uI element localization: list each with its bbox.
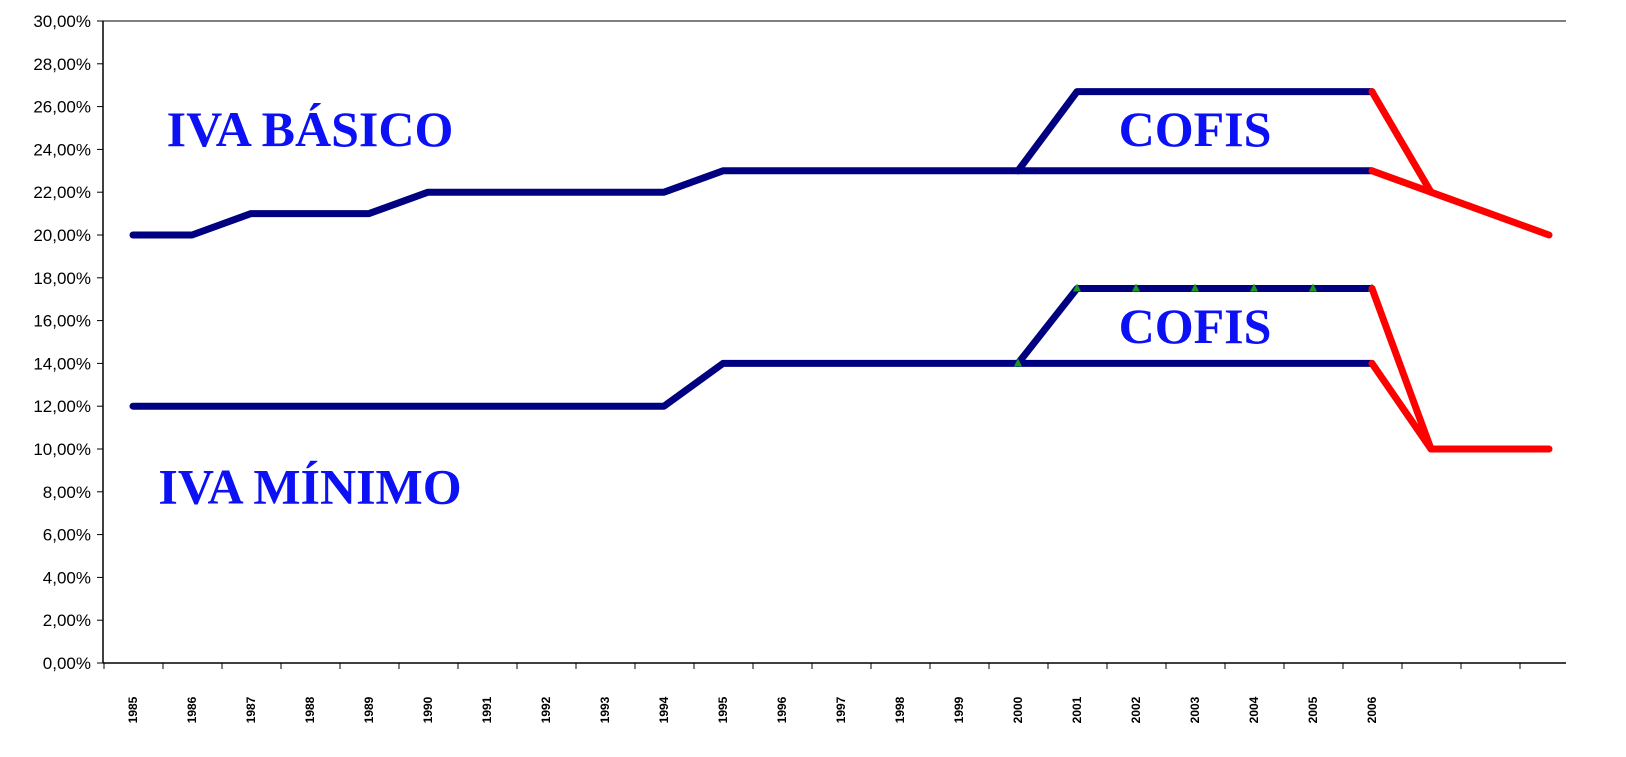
x-tick-label: 1993: [598, 696, 612, 723]
series-line-cofis_step_basico: [1368, 88, 1435, 196]
y-tick-label: 6,00%: [43, 526, 91, 545]
x-tick-label: 1998: [893, 696, 907, 723]
series-marker-iva_minimo_cofis: [1132, 283, 1140, 292]
y-tick-label: 28,00%: [33, 55, 91, 74]
series-marker-iva_minimo_cofis: [1250, 283, 1258, 292]
annotation-label: COFIS: [1119, 101, 1272, 157]
y-tick-label: 18,00%: [33, 269, 91, 288]
y-tick-label: 24,00%: [33, 140, 91, 159]
x-tick-label: 1999: [952, 696, 966, 723]
x-tick-label: 1991: [480, 696, 494, 723]
x-tick-label: 1989: [362, 696, 376, 723]
x-tick-label: 1990: [421, 696, 435, 723]
x-tick-label: 1986: [185, 696, 199, 723]
series-marker-iva_minimo_cofis: [1191, 283, 1199, 292]
y-tick-label: 16,00%: [33, 312, 91, 331]
x-tick-label: 2003: [1188, 696, 1202, 723]
x-tick-label: 1992: [539, 696, 553, 723]
series-marker-iva_minimo_cofis: [1073, 283, 1081, 292]
y-tick-label: 10,00%: [33, 440, 91, 459]
series-marker-iva_minimo_cofis: [1014, 358, 1022, 367]
chart-axes: 0,00% 2,00% 4,00% 6,00% 8,00% 10,00% 12,00% 14,…: [33, 12, 1566, 723]
x-tick-label: 2001: [1070, 696, 1084, 723]
y-tick-label: 0,00%: [43, 654, 91, 673]
series-line-iva_minimo_projection: [1368, 359, 1553, 453]
x-tick-label: 2004: [1247, 696, 1261, 723]
y-tick-label: 8,00%: [43, 483, 91, 502]
annotation-label: COFIS: [1119, 298, 1272, 354]
series-line-iva_basico_projection: [1368, 167, 1553, 239]
y-tick-label: 30,00%: [33, 12, 91, 31]
x-tick-label: 1994: [657, 696, 671, 723]
series-line-iva_basico: [129, 167, 1376, 239]
annotation-label: IVA BÁSICO: [167, 101, 454, 157]
y-tick-label: 4,00%: [43, 568, 91, 587]
x-tick-label: 1985: [126, 696, 140, 723]
series-layer: [129, 88, 1553, 453]
y-tick-label: 2,00%: [43, 611, 91, 630]
series-line-iva_basico_cofis: [1014, 88, 1376, 175]
y-tick-label: 12,00%: [33, 397, 91, 416]
x-tick-label: 1988: [303, 696, 317, 723]
x-tick-label: 1987: [244, 696, 258, 723]
annotation-layer: IVA BÁSICO COFIS COFIS IVA MÍNIMO: [158, 101, 1271, 514]
y-tick-label: 22,00%: [33, 183, 91, 202]
x-tick-label: 2002: [1129, 696, 1143, 723]
x-tick-label: 2005: [1306, 696, 1320, 723]
x-tick-label: 2000: [1011, 696, 1025, 723]
x-tick-label: 1997: [834, 696, 848, 723]
y-tick-label: 20,00%: [33, 226, 91, 245]
y-tick-label: 14,00%: [33, 354, 91, 373]
x-tick-label: 1995: [716, 696, 730, 723]
annotation-label: IVA MÍNIMO: [158, 458, 461, 514]
y-tick-label: 26,00%: [33, 98, 91, 117]
x-tick-label: 2006: [1365, 696, 1379, 723]
series-marker-iva_minimo_cofis: [1309, 283, 1317, 292]
series-line-cofis_step_minimo: [1368, 285, 1435, 453]
series-line-iva_minimo: [129, 359, 1376, 410]
x-tick-label: 1996: [775, 696, 789, 723]
